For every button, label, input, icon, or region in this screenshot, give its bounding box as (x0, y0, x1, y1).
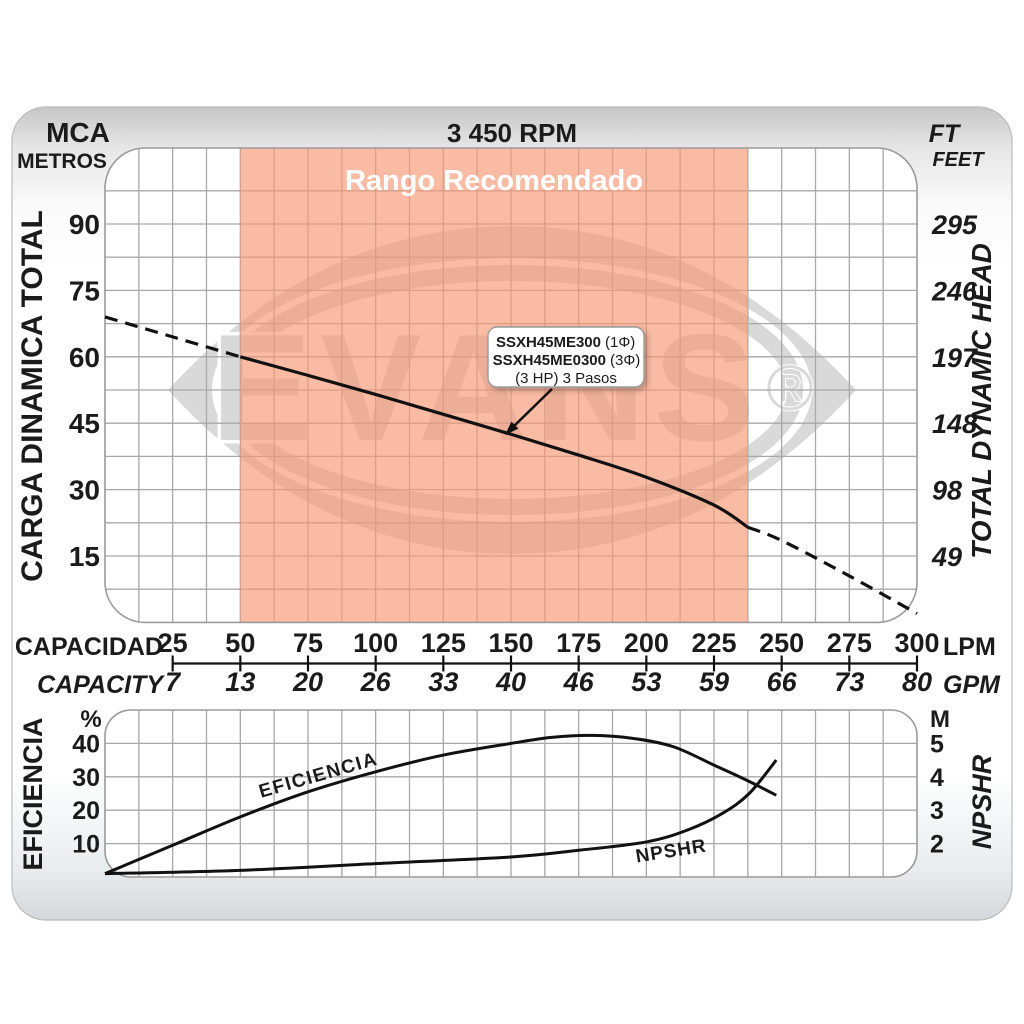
gpm-tick-label: 59 (699, 667, 729, 697)
lpm-tick-label: 150 (488, 628, 533, 658)
lpm-tick-label: 50 (225, 628, 255, 658)
top-plot-border (104, 147, 918, 624)
left-unit-secondary: METROS (17, 150, 107, 173)
annotation-box (487, 326, 645, 388)
bottom-chart-tick-labels: 40 30 20 10 5 4 3 2 (72, 730, 944, 858)
bottom-chart-grid (105, 710, 917, 877)
lpm-tick-label: 175 (556, 628, 601, 658)
efficiency-tick-label: 40 (72, 730, 100, 758)
bottom-y-right-unit: M (930, 706, 950, 733)
lpm-tick-label: 125 (421, 628, 466, 658)
top-y-right-axis-title: TOTAL DYNAMIC HEAD (966, 243, 997, 559)
rpm-title: 3 450 RPM (447, 118, 577, 148)
y-right-tick-label: 98 (932, 476, 962, 506)
bottom-plot-border (104, 709, 918, 878)
npshr-tick-label: 4 (930, 764, 944, 792)
lpm-tick-label: 25 (158, 628, 188, 658)
head-curve-solid (239, 355, 749, 529)
model-annotation: SSXH45ME300 (1Φ) SSXH45ME0300 (3Φ) (3 HP… (487, 326, 645, 435)
bottom-y-left-axis-title: EFICIENCIA (18, 717, 48, 870)
npshr-tick-label: 5 (930, 730, 944, 758)
x-axis-label-secondary: CAPACITY (37, 671, 165, 699)
lpm-tick-label: 100 (353, 628, 398, 658)
gpm-tick-label: 40 (495, 667, 526, 697)
efficiency-npshr-curves (104, 733, 778, 876)
y-left-tick-label: 90 (69, 209, 100, 240)
gpm-tick-label: 20 (292, 667, 323, 697)
x-axis-unit-primary: LPM (943, 633, 996, 661)
efficiency-tick-label: 10 (72, 831, 100, 859)
y-right-tick-label: 49 (931, 542, 962, 572)
efficiency-tick-label: 20 (72, 797, 100, 825)
bottom-y-right-axis-title: NPSHR (967, 754, 997, 849)
right-unit-primary: FT (929, 120, 962, 148)
model-1-name: SSXH45ME300 (496, 334, 601, 351)
lpm-tick-label: 275 (827, 628, 872, 658)
y-right-tick-label: 295 (931, 210, 978, 240)
lpm-tick-label: 75 (293, 628, 323, 658)
gpm-tick-label: 73 (834, 667, 864, 697)
lpm-tick-label: 200 (624, 628, 669, 658)
y-left-tick-label: 45 (69, 408, 100, 439)
x-axis-label-primary: CAPACIDAD (15, 633, 163, 661)
x-axis-unit-secondary: GPM (943, 671, 1001, 699)
left-unit-primary: MCA (46, 117, 110, 148)
head-curve-dashed-left (104, 315, 241, 359)
gpm-tick-label: 46 (563, 667, 595, 697)
gpm-tick-label: 13 (225, 667, 255, 697)
efficiency-tick-label: 30 (72, 764, 100, 792)
head-curve-dashed-right (747, 525, 918, 615)
model-2-name: SSXH45ME0300 (493, 352, 606, 369)
npshr-curve (104, 759, 778, 876)
top-chart-tick-labels: 90 295 75 246 60 197 45 148 30 98 15 49 (69, 209, 979, 572)
gpm-tick-label: 7 (165, 667, 182, 697)
y-left-tick-label: 60 (69, 342, 100, 373)
lpm-tick-label: 250 (759, 628, 804, 658)
right-unit-secondary: FEET (932, 149, 985, 171)
capacity-axis: 25 7 50 13 75 20 100 26 125 33 150 40 175 46 200 53 225 5… (158, 628, 940, 697)
recommended-range-label: Rango Recomendado (345, 165, 643, 197)
gpm-tick-label: 53 (631, 667, 661, 697)
lpm-tick-label: 300 (894, 628, 939, 658)
model-2-phase: (3Φ) (610, 352, 640, 369)
model-hp-stages: (3 HP) 3 Pasos (515, 370, 617, 387)
top-y-left-axis-title: CARGA DINAMICA TOTAL (16, 210, 49, 582)
annotation-arrow (512, 388, 553, 428)
y-right-tick-label: 148 (932, 409, 977, 439)
y-left-tick-label: 30 (69, 475, 100, 506)
y-left-tick-label: 15 (69, 541, 100, 572)
gpm-tick-label: 66 (767, 667, 798, 697)
efficiency-curve (104, 733, 777, 876)
npshr-tick-label: 2 (930, 831, 944, 859)
annotation-arrowhead (505, 421, 519, 435)
bottom-y-left-unit: % (80, 706, 101, 733)
gpm-tick-label: 80 (902, 667, 932, 697)
y-right-tick-label: 246 (931, 276, 978, 306)
watermark-registered-icon: ® (766, 352, 813, 424)
y-left-tick-label: 75 (69, 275, 100, 306)
y-right-tick-label: 197 (932, 343, 979, 373)
lpm-tick-label: 225 (691, 628, 736, 658)
head-capacity-curve (104, 315, 918, 615)
model-1-phase: (1Φ) (605, 334, 635, 351)
npshr-tick-label: 3 (930, 797, 944, 825)
gpm-tick-label: 26 (360, 667, 392, 697)
gpm-tick-label: 33 (428, 667, 458, 697)
